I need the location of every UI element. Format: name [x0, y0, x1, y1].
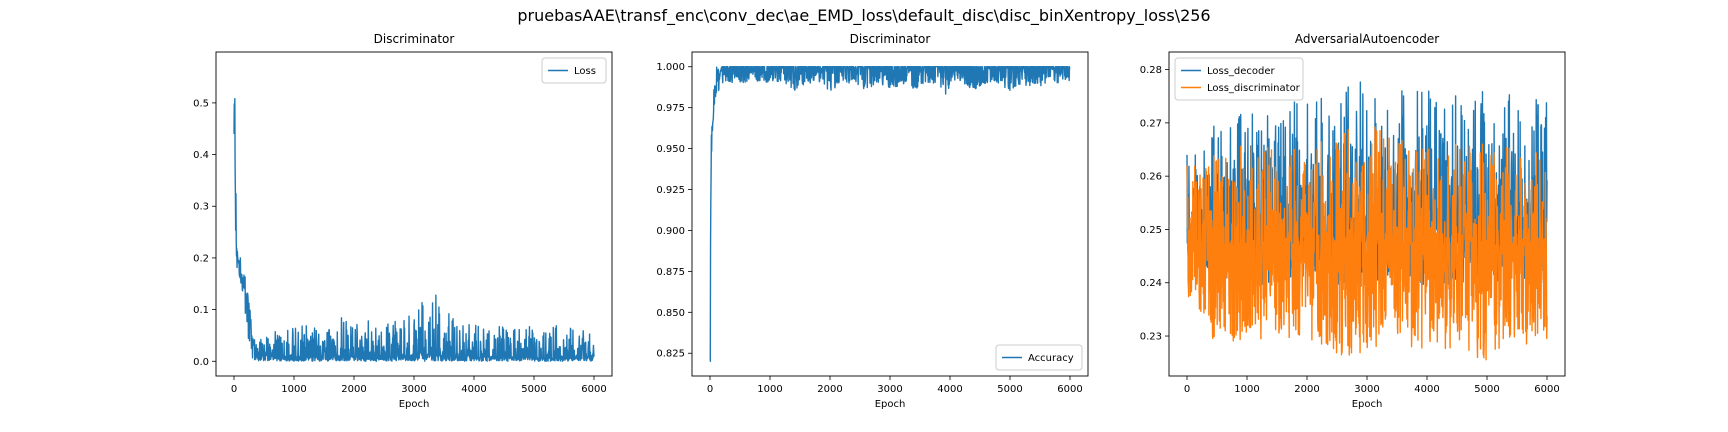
chart-title: AdversarialAutoencoder: [1295, 32, 1439, 46]
legend-label: Accuracy: [1028, 353, 1074, 364]
y-tick-label: 0.1: [193, 305, 209, 316]
x-tick-label: 3000: [401, 384, 426, 395]
figure-suptitle: pruebasAAE\transf_enc\conv_dec\ae_EMD_lo…: [517, 6, 1210, 26]
y-tick-label: 0.24: [1140, 278, 1162, 289]
chart-title: Discriminator: [374, 32, 455, 46]
x-tick-label: 1000: [281, 384, 306, 395]
y-tick-label: 0.975: [656, 103, 685, 114]
legend-box: [541, 57, 607, 84]
x-tick-label: 2000: [817, 384, 842, 395]
x-tick-label: 4000: [461, 384, 486, 395]
y-tick-label: 0.850: [656, 308, 685, 319]
x-tick-label: 0: [1184, 384, 1190, 395]
chart-panel-1: 0 1000 2000 3000 4000 5000 6000 0.0 0.1 0.2 0.3 0.4…: [193, 32, 613, 410]
x-tick-label: 5000: [521, 384, 546, 395]
series-line-loss: [233, 97, 595, 362]
y-tick-label: 1.000: [656, 62, 685, 73]
x-tick-label: 5000: [997, 384, 1022, 395]
y-tick-label: 0.27: [1140, 118, 1162, 129]
legend-label: Loss_discriminator: [1207, 83, 1301, 94]
legend-box: [1174, 57, 1304, 101]
x-tick-label: 0: [707, 384, 713, 395]
y-tick-label: 0.900: [656, 226, 685, 237]
legend: Loss_decoder Loss_discriminator: [1174, 57, 1304, 101]
x-tick-label: 1000: [757, 384, 782, 395]
legend: Loss: [541, 57, 607, 84]
y-tick-label: 0.4: [193, 150, 209, 161]
series-line-accuracy: [709, 66, 1071, 363]
legend-box: [995, 344, 1083, 371]
x-tick-label: 6000: [1534, 384, 1559, 395]
y-tick-label: 0.925: [656, 185, 685, 196]
series-line-loss-discriminator: [1186, 126, 1548, 361]
chart-panel-2: 0 1000 2000 3000 4000 5000 6000 0.825 0.850 0.875…: [656, 32, 1089, 410]
x-tick-label: 5000: [1474, 384, 1499, 395]
y-tick-label: 0.2: [193, 253, 209, 264]
chart-panel-3: 0 1000 2000 3000 4000 5000 6000 0.23 0.24 0.25 0.2…: [1140, 32, 1566, 410]
x-tick-label: 3000: [877, 384, 902, 395]
legend-label: Loss: [574, 66, 596, 77]
x-tick-label: 2000: [1294, 384, 1319, 395]
y-tick-label: 0.23: [1140, 332, 1162, 343]
x-tick-label: 6000: [581, 384, 606, 395]
x-tick-label: 2000: [341, 384, 366, 395]
x-tick-label: 4000: [1414, 384, 1439, 395]
x-axis-label: Epoch: [399, 399, 430, 410]
legend-label: Loss_decoder: [1207, 66, 1276, 77]
y-tick-label: 0.26: [1140, 172, 1162, 183]
x-axis-label: Epoch: [1352, 399, 1383, 410]
x-tick-label: 0: [231, 384, 237, 395]
x-tick-label: 3000: [1354, 384, 1379, 395]
y-tick-label: 0.25: [1140, 225, 1162, 236]
x-tick-label: 6000: [1057, 384, 1082, 395]
y-tick-label: 0.3: [193, 202, 209, 213]
x-axis-label: Epoch: [875, 399, 906, 410]
y-tick-label: 0.5: [193, 98, 209, 109]
chart-title: Discriminator: [850, 32, 931, 46]
x-tick-label: 1000: [1234, 384, 1259, 395]
y-tick-label: 0.0: [193, 357, 209, 368]
y-tick-label: 0.825: [656, 349, 685, 360]
y-tick-label: 0.950: [656, 144, 685, 155]
y-tick-label: 0.875: [656, 267, 685, 278]
legend: Accuracy: [995, 344, 1083, 371]
chart-panels: 0 1000 2000 3000 4000 5000 6000 0.0 0.1 0.2 0.3 0.4…: [193, 32, 1566, 410]
x-tick-label: 4000: [937, 384, 962, 395]
y-tick-label: 0.28: [1140, 65, 1162, 76]
